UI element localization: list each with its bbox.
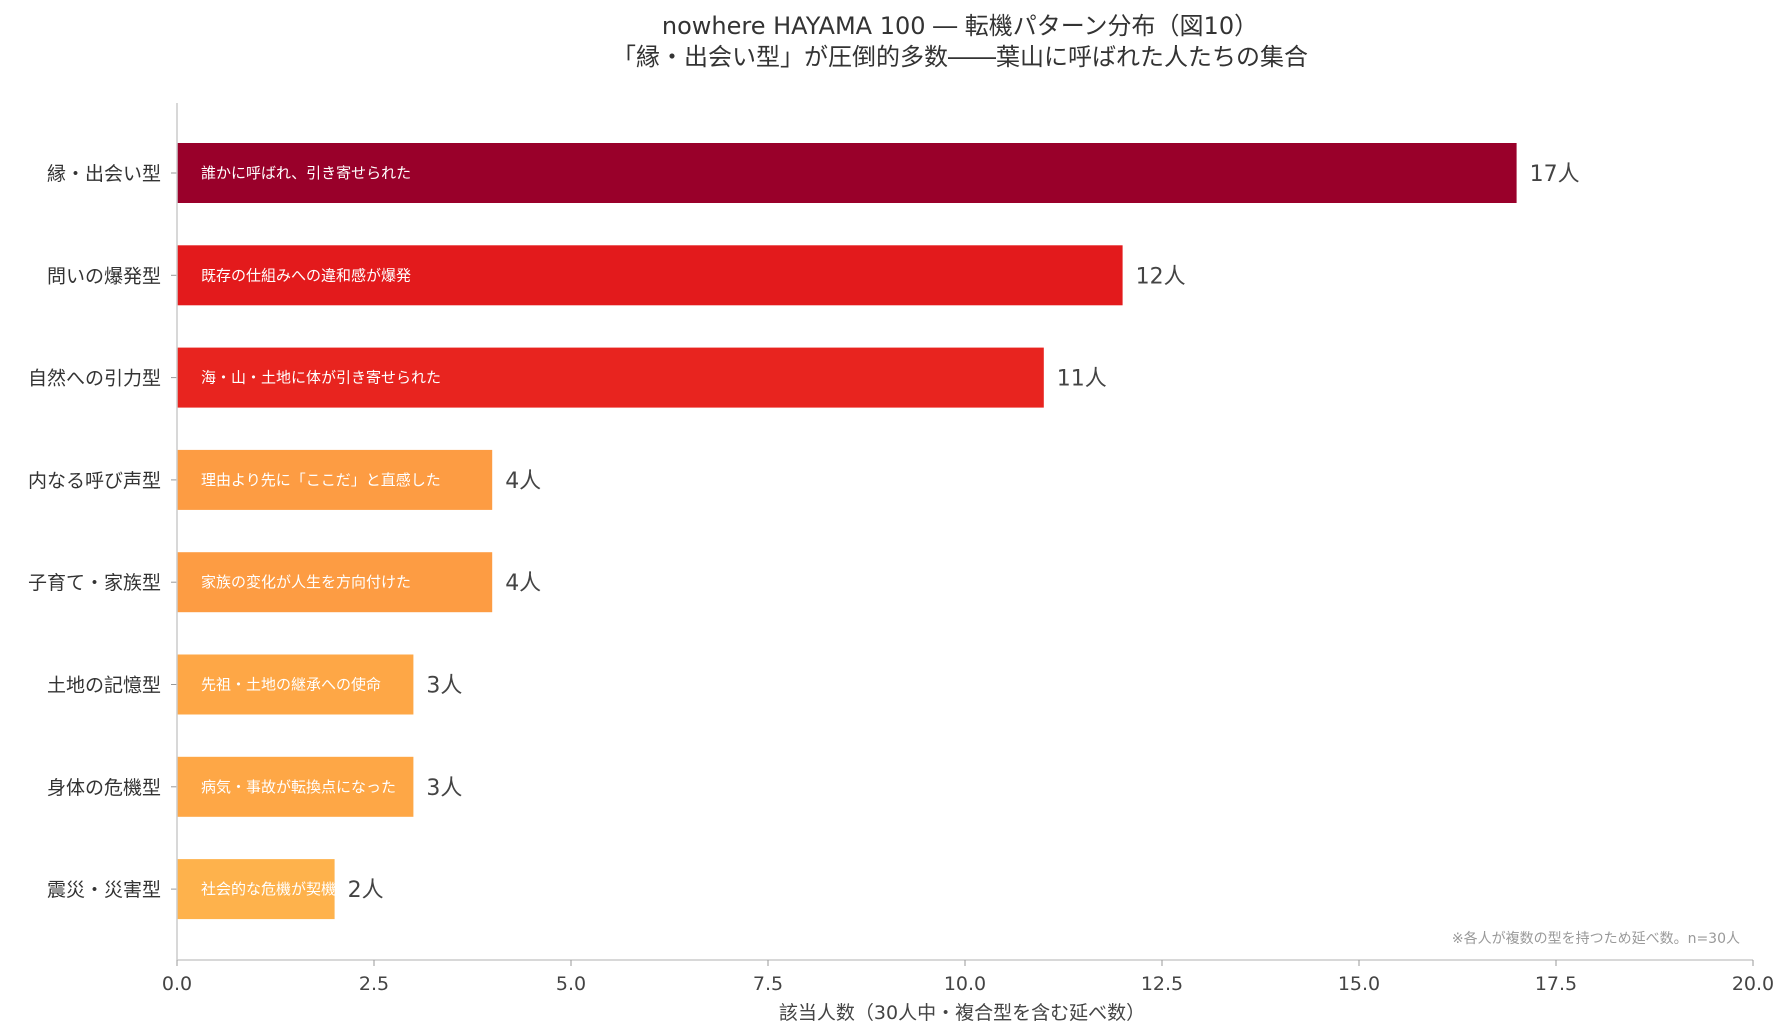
x-tick-label-4: 10.0 [944, 973, 986, 995]
bar-1 [177, 143, 1517, 203]
x-tick-label-0: 0.0 [162, 973, 192, 995]
x-tick-label-1: 2.5 [359, 973, 389, 995]
x-tick-label-7: 17.5 [1535, 973, 1577, 995]
value-label-4: 4人 [505, 469, 541, 494]
x-axis-title: 該当人数（30人中・複合型を含む延べ数） [779, 1002, 1145, 1024]
bar-description-3: 海・山・土地に体が引き寄せられた [201, 369, 441, 387]
x-tick-label-6: 15.0 [1338, 973, 1380, 995]
category-label-5: 子育て・家族型 [28, 572, 161, 594]
value-label-8: 2人 [348, 878, 384, 903]
bars-layer: 誰かに呼ばれ、引き寄せられた既存の仕組みへの違和感が爆発海・山・土地に体が引き寄… [177, 143, 1517, 920]
category-label-1: 縁・出会い型 [47, 163, 161, 185]
value-label-1: 17人 [1530, 162, 1580, 187]
bar-description-6: 先祖・土地の継承への使命 [201, 676, 381, 694]
x-tick-label-5: 12.5 [1141, 973, 1183, 995]
value-label-7: 3人 [426, 776, 462, 801]
value-label-3: 11人 [1057, 367, 1107, 392]
bar-description-7: 病気・事故が転換点になった [201, 778, 396, 796]
bar-description-8: 社会的な危機が契機 [201, 880, 336, 898]
value-label-6: 3人 [426, 674, 462, 699]
category-label-8: 震災・災害型 [47, 879, 161, 901]
category-label-2: 問いの爆発型 [47, 265, 161, 287]
bar-7 [177, 756, 414, 817]
bar-description-1: 誰かに呼ばれ、引き寄せられた [201, 164, 411, 182]
bar-5 [177, 552, 493, 613]
value-label-5: 4人 [505, 571, 541, 596]
bar-description-4: 理由より先に「ここだ」と直感した [201, 471, 441, 489]
bar-description-2: 既存の仕組みへの違和感が爆発 [201, 266, 411, 284]
category-label-4: 内なる呼び声型 [28, 470, 161, 492]
bar-3 [177, 347, 1044, 408]
x-ticks: 0.0 2.5 5.0 7.5 10.0 12.5 15.0 17.5 20.0 [162, 960, 1774, 995]
bar-8 [177, 859, 335, 920]
bar-4 [177, 449, 493, 510]
chart-subtitle: 「縁・出会い型」が圧倒的多数――葉山に呼ばれた人たちの集合 [612, 43, 1308, 71]
x-tick-label-8: 20.0 [1732, 973, 1774, 995]
x-tick-label-3: 7.5 [753, 973, 783, 995]
category-label-7: 身体の危機型 [47, 777, 161, 799]
value-label-2: 12人 [1136, 264, 1186, 289]
category-label-3: 自然への引力型 [28, 368, 161, 390]
chart-title: nowhere HAYAMA 100 ― 転機パターン分布（図10） [662, 12, 1258, 40]
x-tick-label-2: 5.0 [556, 973, 586, 995]
bar-2 [177, 245, 1123, 306]
bar-description-5: 家族の変化が人生を方向付けた [201, 573, 411, 591]
category-label-6: 土地の記憶型 [47, 675, 161, 697]
footnote: ※各人が複数の型を持つため延べ数。n=30人 [1452, 930, 1740, 947]
bar-6 [177, 654, 414, 715]
